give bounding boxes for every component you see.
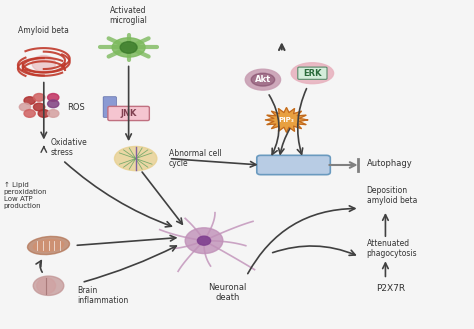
Circle shape [32, 56, 55, 72]
Circle shape [24, 110, 36, 117]
Circle shape [38, 110, 49, 117]
Circle shape [19, 103, 31, 111]
Text: ROS: ROS [67, 103, 85, 112]
Circle shape [47, 100, 59, 108]
FancyBboxPatch shape [108, 106, 149, 120]
Text: PiP₃: PiP₃ [279, 117, 294, 123]
Circle shape [34, 103, 45, 111]
Circle shape [47, 110, 59, 117]
Ellipse shape [251, 73, 275, 86]
Ellipse shape [291, 63, 334, 84]
FancyBboxPatch shape [298, 67, 327, 79]
Ellipse shape [33, 276, 64, 295]
Ellipse shape [115, 146, 157, 171]
Text: Brain
inflammation: Brain inflammation [77, 286, 128, 305]
Text: Amyloid beta: Amyloid beta [18, 26, 69, 35]
Circle shape [34, 93, 45, 101]
Ellipse shape [36, 278, 55, 294]
Text: ERK: ERK [303, 69, 322, 78]
FancyBboxPatch shape [257, 155, 330, 175]
Circle shape [120, 42, 137, 53]
Text: Activated
microglial: Activated microglial [109, 6, 147, 25]
Text: Neuronal
death: Neuronal death [209, 283, 247, 302]
Ellipse shape [27, 237, 70, 255]
Text: Deposition
amyloid beta: Deposition amyloid beta [366, 186, 417, 205]
Text: Autophagy: Autophagy [366, 159, 412, 168]
Text: P2X7R: P2X7R [376, 285, 405, 293]
Text: Akt: Akt [255, 75, 271, 84]
Ellipse shape [33, 240, 64, 251]
Circle shape [47, 93, 59, 101]
Text: Abnormal cell
cycle: Abnormal cell cycle [169, 149, 221, 168]
Circle shape [185, 228, 223, 254]
Text: ↑ Lipid
peroxidation
Low ATP
production: ↑ Lipid peroxidation Low ATP production [4, 182, 47, 209]
Text: Attenuated
phagocytosis: Attenuated phagocytosis [366, 239, 417, 258]
Circle shape [197, 236, 210, 245]
Ellipse shape [112, 38, 145, 57]
Circle shape [24, 97, 36, 104]
FancyBboxPatch shape [103, 97, 117, 117]
Text: JNK: JNK [120, 109, 137, 118]
Text: Oxidative
stress: Oxidative stress [51, 138, 88, 157]
Polygon shape [265, 108, 308, 132]
Ellipse shape [245, 69, 281, 90]
Text: mTOR: mTOR [277, 160, 310, 170]
